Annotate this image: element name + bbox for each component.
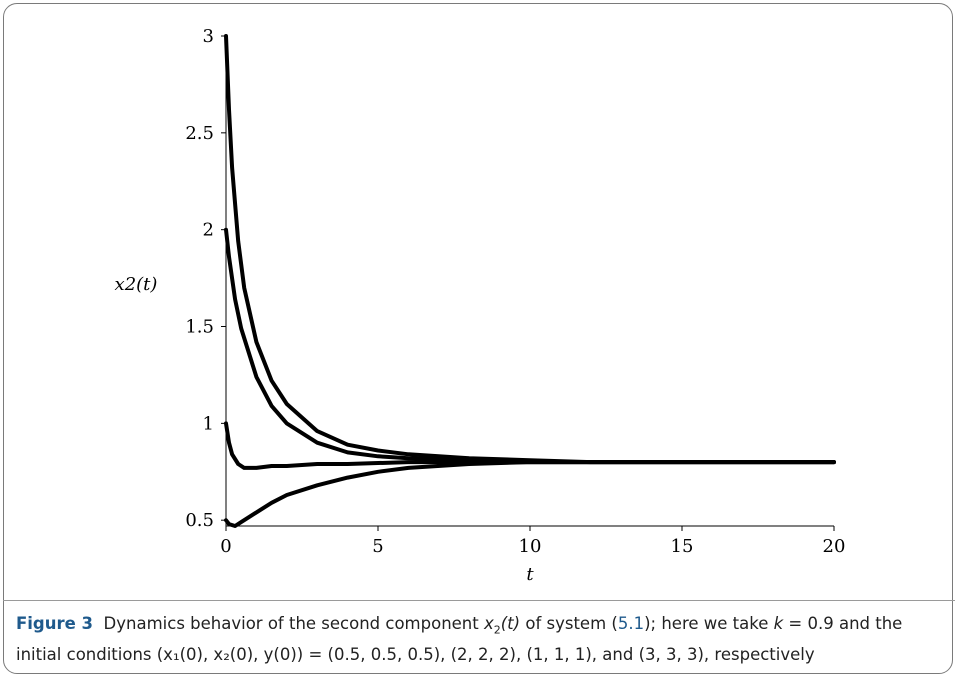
figure-frame — [3, 3, 953, 674]
series-lines — [224, 34, 836, 528]
axes — [221, 35, 835, 531]
series-line-3 — [224, 421, 836, 470]
series-line-4 — [224, 34, 836, 465]
y-axis-label: x2(t) — [115, 274, 158, 295]
x-tick-label: 10 — [519, 536, 542, 557]
series-line-1 — [224, 460, 836, 528]
x-tick-label: 5 — [372, 536, 383, 557]
x-tick-label: 0 — [220, 536, 231, 557]
y-tick-label: 1 — [203, 413, 214, 434]
caption-var-t: (t) — [500, 614, 521, 633]
tick-labels: 0 5 10 15 20 0.5 1 1.5 2 2.5 3 — [185, 26, 845, 557]
x-axis-label: t — [526, 564, 534, 585]
caption-sub: 2 — [493, 623, 501, 637]
equation-link[interactable]: 5.1 — [617, 614, 645, 633]
y-tick-label: 2 — [203, 220, 214, 241]
caption-text: = 0.9 and the — [783, 614, 903, 633]
figure-label: Figure 3 — [16, 614, 94, 633]
y-tick-label: 0.5 — [185, 510, 214, 531]
caption-text: ); here we take — [644, 614, 774, 633]
caption-text: Dynamics behavior of the second componen… — [103, 614, 484, 633]
figure-caption: Figure 3 Dynamics behavior of the second… — [16, 611, 941, 667]
y-tick-label: 1.5 — [185, 317, 214, 338]
caption-text: of system ( — [520, 614, 618, 633]
caption-divider — [3, 600, 955, 601]
caption-var-k: k — [773, 614, 784, 633]
chart: 0 5 10 15 20 0.5 1 1.5 2 2.5 3 x2(t) t — [115, 26, 846, 585]
series-line-2 — [224, 227, 836, 465]
x-tick-label: 15 — [671, 536, 694, 557]
caption-var-x: x — [483, 614, 494, 633]
caption-line-2: initial conditions (x₁(0), x₂(0), y(0)) … — [16, 645, 815, 665]
y-tick-label: 2.5 — [185, 123, 214, 144]
y-tick-label: 3 — [203, 26, 214, 47]
x-tick-label: 20 — [823, 536, 846, 557]
